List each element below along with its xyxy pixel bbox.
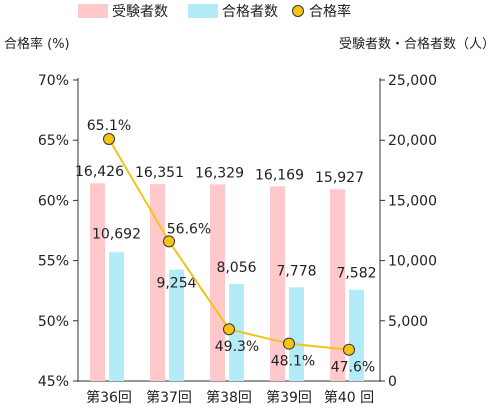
x-tick-label: 第37回 (146, 389, 192, 406)
bar-applicants (270, 186, 285, 381)
bar-label-passers: 9,254 (156, 276, 196, 292)
y-right-tick-label: 25,000 (388, 73, 437, 89)
bar-applicants (210, 184, 225, 381)
x-tick-label: 第38回 (206, 389, 252, 406)
legend-label-passers: 合格者数 (222, 4, 278, 20)
y-left-tick-label: 65% (38, 133, 69, 149)
rate-label: 56.6% (167, 221, 211, 237)
bar-label-passers: 10,692 (92, 226, 141, 242)
bar-passers (229, 284, 244, 381)
bar-applicants (330, 189, 345, 381)
y-left-tick-label: 70% (38, 73, 69, 89)
y-right-tick-label: 10,000 (388, 254, 437, 270)
y-right-tick-label: 0 (388, 374, 397, 390)
bar-label-applicants: 16,169 (255, 167, 304, 183)
x-tick-label: 第40 回 (324, 389, 374, 406)
rate-label: 47.6% (331, 360, 375, 376)
bar-label-applicants: 16,351 (135, 165, 184, 181)
y-right-tick-label: 15,000 (388, 193, 437, 209)
rate-marker (223, 323, 235, 336)
x-tick-label: 第36回 (86, 389, 132, 406)
bar-applicants (90, 183, 105, 381)
y-axis-left-title: 合格率 (%) (4, 36, 70, 52)
legend-swatch-passers (188, 4, 218, 18)
legend-swatch-applicants (78, 4, 108, 18)
bar-labels: 16,426 10,692 16,351 9,254 16,329 8,056 16,169… (75, 164, 377, 291)
bar-label-passers: 8,056 (216, 260, 256, 276)
rate-label: 49.3% (215, 339, 259, 355)
rate-marker (163, 235, 175, 248)
bar-passers (289, 287, 304, 381)
bar-label-passers: 7,778 (276, 263, 316, 279)
rate-marker (103, 132, 115, 145)
bar-label-passers: 7,582 (336, 266, 376, 282)
x-tick-label: 第39回 (266, 389, 312, 406)
y-left-tick-label: 55% (38, 254, 69, 270)
rate-label: 65.1% (87, 118, 131, 134)
bar-applicants (150, 184, 165, 381)
rate-line-group: 65.1% 56.6% 49.3% 48.1% 47.6% (87, 118, 375, 376)
y-right-tick-label: 5,000 (388, 314, 428, 330)
bar-passers (109, 252, 124, 381)
bar-label-applicants: 16,426 (75, 164, 124, 180)
legend-label-applicants: 受験者数 (112, 4, 168, 20)
x-axis-labels: 第36回 第37回 第38回 第39回 第40 回 (86, 389, 374, 406)
y-left-tick-label: 45% (38, 374, 69, 390)
rate-label: 48.1% (271, 354, 315, 370)
y-left-tick-label: 50% (38, 314, 69, 330)
bar-passers (349, 289, 364, 381)
bar-label-applicants: 16,329 (195, 165, 244, 181)
y-axis-right-ticks: 0 5,000 10,000 15,000 20,000 25,000 (380, 73, 437, 390)
bar-passers (169, 269, 184, 381)
legend-marker-rate (292, 5, 304, 17)
bars (90, 183, 364, 381)
rate-marker (283, 337, 295, 350)
y-left-tick-label: 60% (38, 193, 69, 209)
y-right-tick-label: 20,000 (388, 133, 437, 149)
y-axis-right-title: 受験者数・合格者数（人） (339, 36, 495, 52)
legend-label-rate: 合格率 (309, 3, 351, 20)
legend: 受験者数 合格者数 合格率 (78, 3, 351, 20)
rate-marker (343, 343, 355, 356)
bar-label-applicants: 15,927 (315, 170, 364, 186)
y-axis-left-ticks: 45% 50% 55% 60% 65% 70% (38, 73, 78, 390)
